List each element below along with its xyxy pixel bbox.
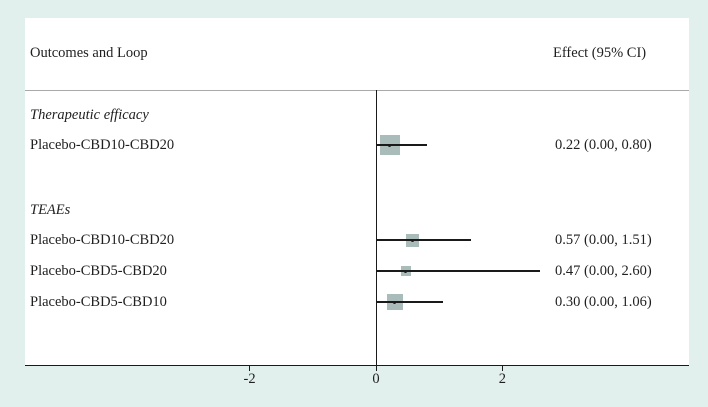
- effect-value: 0.57 (0.00, 1.51): [555, 232, 652, 248]
- section-label: Therapeutic efficacy: [30, 107, 149, 123]
- effect-point: [404, 269, 408, 273]
- x-axis-tick: [249, 366, 251, 371]
- x-axis-line: [25, 365, 689, 366]
- x-axis-tick: [375, 366, 377, 371]
- effect-value: 0.22 (0.00, 0.80): [555, 137, 652, 153]
- row-label: Placebo-CBD5-CBD10: [30, 294, 167, 310]
- row-label: Placebo-CBD10-CBD20: [30, 232, 175, 248]
- x-axis-tick: [501, 366, 503, 371]
- zero-reference-line: [375, 90, 377, 366]
- column-header-outcomes: Outcomes and Loop: [30, 45, 148, 61]
- x-axis-tick-label: 0: [372, 371, 380, 387]
- section-label: TEAEs: [30, 202, 71, 218]
- plot-area: [25, 18, 689, 366]
- confidence-interval-line: [376, 270, 541, 272]
- effect-value: 0.30 (0.00, 1.06): [555, 294, 652, 310]
- header-separator-line: [25, 90, 689, 91]
- confidence-interval-line: [376, 239, 472, 241]
- effect-point: [388, 143, 392, 147]
- column-header-effect: Effect (95% CI): [553, 45, 647, 61]
- x-axis-tick-label: 2: [498, 371, 507, 387]
- confidence-interval-line: [376, 144, 427, 146]
- effect-point: [410, 238, 414, 242]
- confidence-interval-line: [376, 301, 443, 303]
- row-label: Placebo-CBD5-CBD20: [30, 263, 167, 279]
- row-label: Placebo-CBD10-CBD20: [30, 137, 175, 153]
- x-axis-tick-label: -2: [243, 371, 256, 387]
- effect-value: 0.47 (0.00, 2.60): [555, 263, 652, 279]
- effect-point: [393, 300, 397, 304]
